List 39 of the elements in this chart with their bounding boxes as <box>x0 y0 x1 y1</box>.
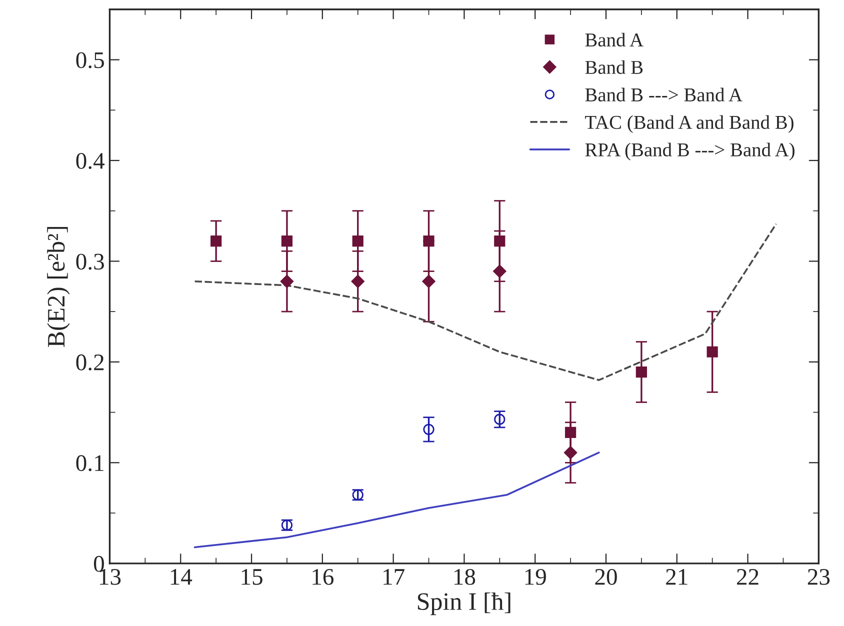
point <box>494 236 506 247</box>
y-tick-label: 0.3 <box>76 254 104 270</box>
y-axis-title: B(E2) [e²b²] <box>47 226 70 347</box>
point <box>706 346 718 358</box>
x-axis-title: Spin I [ħ] <box>418 592 510 616</box>
x-tick-label: 18 <box>454 568 476 585</box>
legend-label: TAC (Band A and Band B) <box>585 115 794 133</box>
point <box>423 424 434 435</box>
point <box>494 414 506 425</box>
y-tick-label: 0.2 <box>76 354 104 370</box>
y-tick-label: 0.1 <box>76 455 104 472</box>
legend-label: RPA (Band B ---> Band A) <box>585 142 794 160</box>
point <box>280 274 294 288</box>
line-series <box>194 223 778 381</box>
point <box>351 274 364 288</box>
x-tick-label: 14 <box>170 569 192 585</box>
point <box>493 264 506 278</box>
point <box>564 426 576 438</box>
x-tick-label: 23 <box>808 569 830 585</box>
y-tick-label: 0.4 <box>76 152 104 170</box>
legend-label: Band B <box>585 60 643 74</box>
x-tick-label: 20 <box>595 568 617 585</box>
point <box>422 274 436 288</box>
point <box>636 366 647 378</box>
legend-label: Band B ---> Band A <box>585 88 742 102</box>
x-tick-label: 17 <box>384 569 404 585</box>
x-tick-label: 15 <box>242 569 262 585</box>
x-tick-label: 16 <box>312 569 334 585</box>
point <box>352 236 364 247</box>
x-tick-label: 21 <box>666 569 688 585</box>
point <box>210 236 222 247</box>
line-series <box>194 452 600 548</box>
x-tick-label: 19 <box>525 569 546 585</box>
legend-label: Band A <box>585 32 644 47</box>
point <box>423 236 434 247</box>
y-tick-label: 0.5 <box>76 52 104 68</box>
point <box>281 236 293 247</box>
x-tick-label: 22 <box>737 569 758 585</box>
point <box>564 446 578 460</box>
